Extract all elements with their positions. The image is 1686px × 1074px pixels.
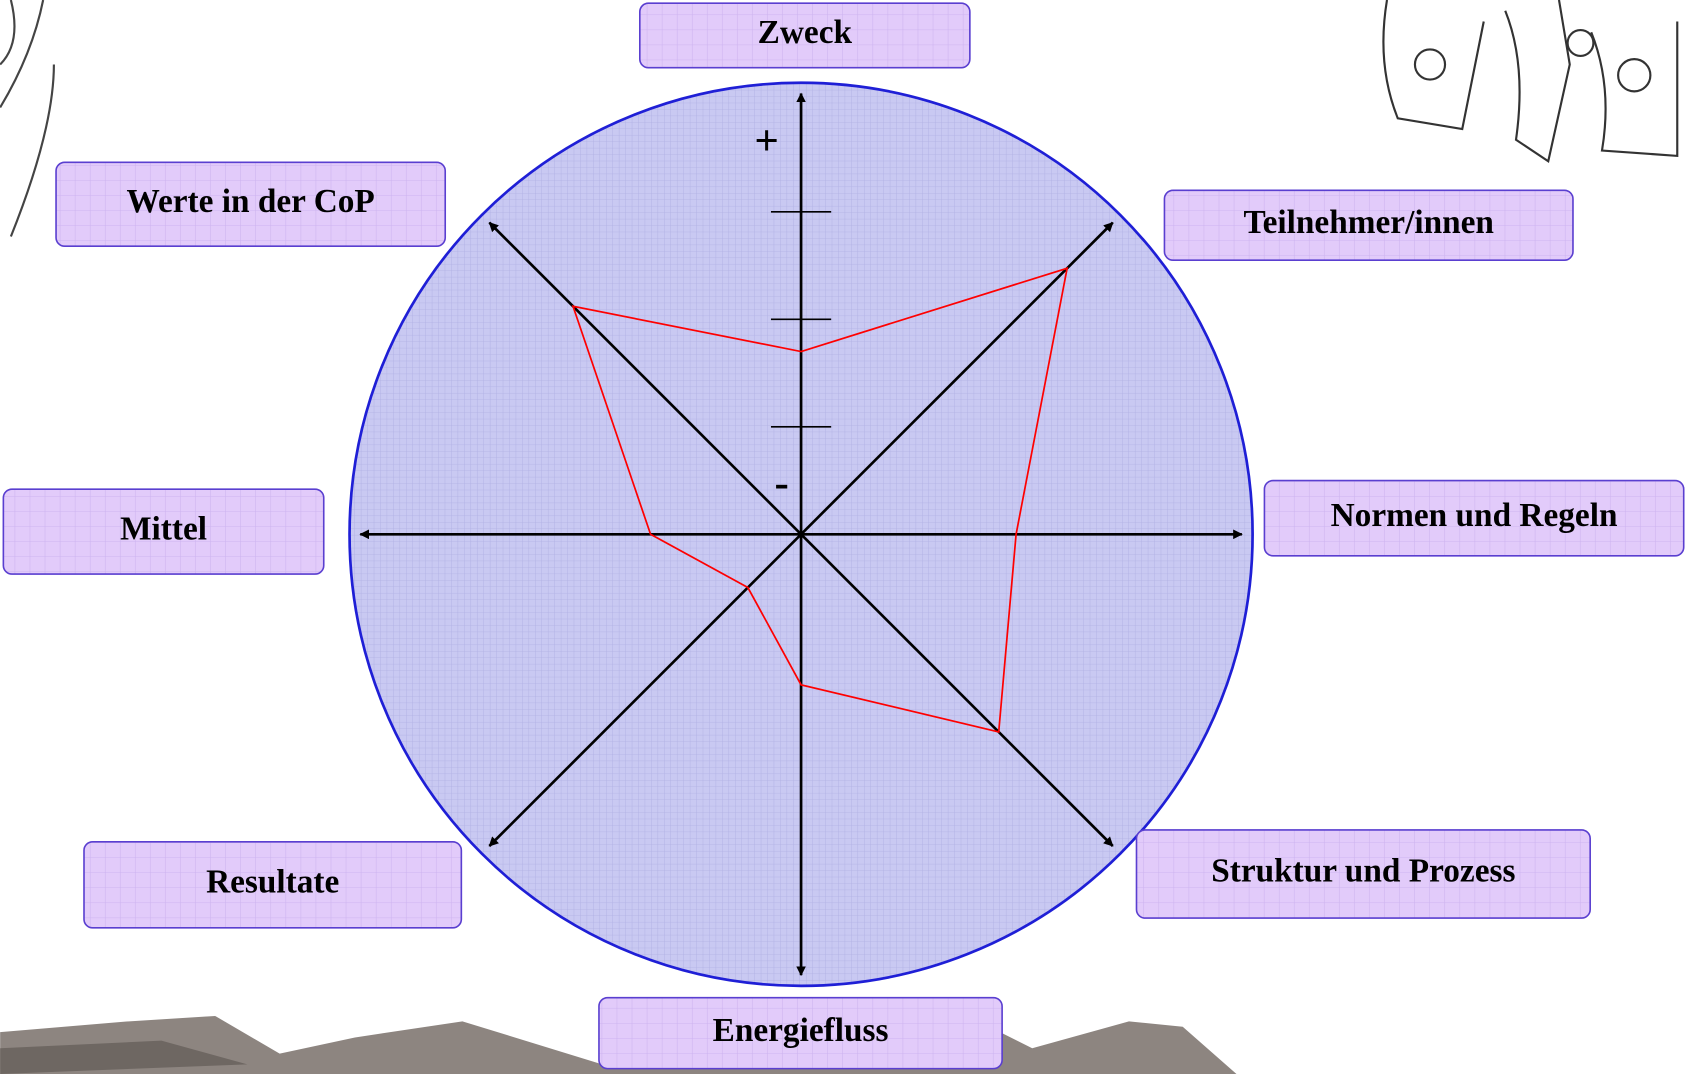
category-label: Teilnehmer/innen <box>1243 204 1494 241</box>
category-label: Zweck <box>758 14 853 51</box>
axis-high-label: + <box>754 118 779 165</box>
axis-low-label: - <box>775 460 789 507</box>
category-label: Mittel <box>120 510 207 547</box>
category-label: Werte in der CoP <box>127 183 375 220</box>
musicians-sketch <box>1383 0 1677 161</box>
category-label: Struktur und Prozess <box>1211 853 1515 890</box>
plot: + - Zweck Teilnehmer/innen Normen und Regeln… <box>3 3 1683 1068</box>
category-label: Resultate <box>206 863 339 900</box>
category-label: Normen und Regeln <box>1331 497 1618 534</box>
parachute-sketch <box>0 0 54 237</box>
page: {"chart_data": {"type": "radar", "catego… <box>0 0 1686 1074</box>
chart: + - Zweck Teilnehmer/innen Normen und Regeln… <box>0 0 1686 1074</box>
category-label: Energiefluss <box>713 1012 889 1049</box>
